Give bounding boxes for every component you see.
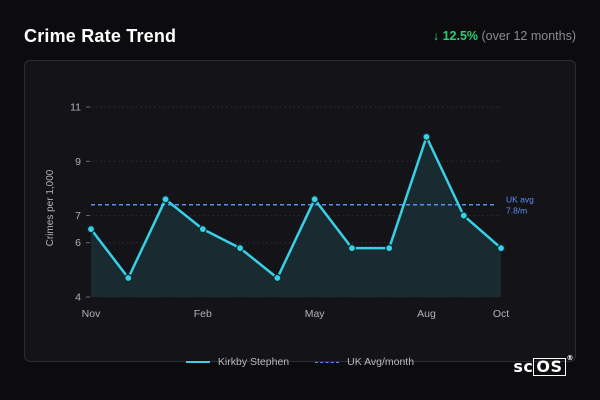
data-point — [198, 225, 207, 234]
legend-series-label: Kirkby Stephen — [217, 356, 290, 368]
average-swatch — [315, 361, 340, 363]
data-point — [459, 211, 468, 220]
x-tick-label: Oct — [493, 308, 509, 320]
series-area — [91, 136, 501, 297]
chart-title: Crime Rate Trend — [24, 26, 177, 46]
average-annotation: UK avg — [506, 195, 534, 205]
y-axis-label: Crimes per 1,000 — [45, 169, 56, 246]
x-tick-label: Feb — [194, 308, 212, 320]
legend-item-series[interactable]: Kirkby Stephen — [185, 354, 290, 370]
y-tick-label: 9 — [75, 156, 81, 168]
data-point — [235, 244, 245, 253]
y-tick-label: 11 — [70, 102, 81, 114]
data-point — [310, 195, 319, 204]
brand-logo: sc OS ® — [513, 354, 574, 376]
y-tick-label: 4 — [75, 292, 81, 304]
data-point — [422, 132, 431, 141]
chart-card — [24, 60, 576, 362]
change-note: (over 12 months) — [481, 29, 576, 43]
series-line — [89, 135, 503, 280]
x-tick-label: Nov — [82, 308, 101, 320]
data-point — [273, 273, 282, 283]
change-indicator: ↓ 12.5% (over 12 months) — [433, 29, 576, 43]
series-swatch — [185, 361, 210, 363]
data-point — [161, 195, 170, 204]
data-point — [86, 225, 96, 234]
data-point — [496, 244, 506, 253]
data-point — [347, 244, 357, 253]
chart-legend: Kirkby Stephen UK Avg/month — [0, 354, 600, 370]
change-percentage: 12.5% — [442, 29, 479, 43]
data-point — [385, 244, 394, 253]
y-tick-label: 6 — [75, 237, 81, 249]
brand-logo-prefix: sc — [513, 357, 534, 376]
brand-logo-boxed: OS — [533, 358, 566, 376]
data-point — [124, 273, 133, 283]
registered-mark-icon: ® — [566, 354, 574, 362]
x-tick-label: May — [305, 308, 326, 320]
legend-average-label: UK Avg/month — [347, 356, 415, 368]
average-annotation: 7.8/m — [506, 206, 527, 216]
y-tick-label: 7 — [75, 210, 81, 222]
x-tick-label: Aug — [417, 308, 436, 320]
down-arrow-icon: ↓ — [432, 29, 440, 43]
chart-header: Crime Rate Trend ↓ 12.5% (over 12 months… — [24, 26, 576, 48]
legend-item-average[interactable]: UK Avg/month — [315, 354, 414, 370]
